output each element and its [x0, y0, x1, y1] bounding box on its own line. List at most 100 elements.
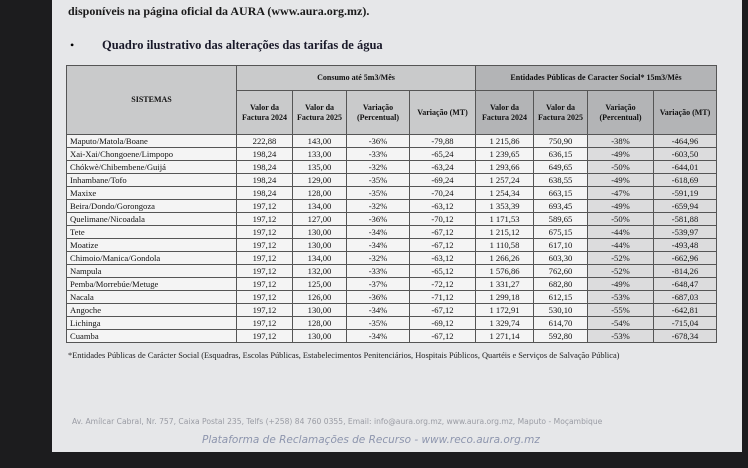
value-cell: 134,00 [292, 199, 347, 213]
value-cell: -44% [587, 238, 654, 252]
value-cell: -50% [587, 212, 654, 226]
value-cell: 222,88 [236, 134, 293, 148]
header-row: SISTEMAS Consumo até 5m3/Mês Entidades Púb… [66, 64, 717, 135]
data-row: Moatize 197,12 130,00 -34% -67,12 1 110,58 617… [66, 238, 717, 252]
value-cell: 1 172,91 [475, 303, 534, 317]
value-cell: -493,48 [653, 238, 717, 252]
value-cell: 135,00 [292, 160, 347, 174]
system-cell: Quelimane/Nicoadala [66, 212, 237, 226]
system-cell: Pemba/Morrebúe/Metuge [66, 277, 237, 291]
header-cell: SISTEMAS [66, 65, 237, 135]
data-row: Inhambane/Tofo 198,24 129,00 -35% -69,24 1 25… [66, 173, 717, 187]
value-cell: -63,24 [409, 160, 476, 174]
value-cell: 1 239,65 [475, 147, 534, 161]
value-cell: 197,12 [236, 290, 293, 304]
value-cell: 750,90 [533, 134, 588, 148]
data-row: Nacala 197,12 126,00 -36% -71,12 1 299,18 612,… [66, 290, 717, 304]
value-cell: -34% [346, 238, 410, 252]
value-cell: 198,24 [236, 147, 293, 161]
value-cell: -53% [587, 290, 654, 304]
value-cell: -618,69 [653, 173, 717, 187]
value-cell: -63,12 [409, 199, 476, 213]
system-cell: Angoche [66, 303, 237, 317]
value-cell: 198,24 [236, 160, 293, 174]
column-header: Variação (MT) [409, 90, 476, 135]
value-cell: 125,00 [292, 277, 347, 291]
value-cell: 693,45 [533, 199, 588, 213]
system-cell: Chimoio/Manica/Gondola [66, 251, 237, 265]
column-header: Variação (Percentual) [587, 90, 654, 135]
value-cell: -50% [587, 160, 654, 174]
value-cell: -67,12 [409, 225, 476, 239]
value-cell: 1 293,66 [475, 160, 534, 174]
column-header: Valor da Factura 2024 [236, 90, 293, 135]
data-row: Maputo/Matola/Boane 222,88 143,00 -36% -79,8… [66, 134, 717, 148]
value-cell: -581,88 [653, 212, 717, 226]
value-cell: 143,00 [292, 134, 347, 148]
value-cell: 132,00 [292, 264, 347, 278]
value-cell: -70,24 [409, 186, 476, 200]
value-cell: 1 329,74 [475, 316, 534, 330]
value-cell: 1 110,58 [475, 238, 534, 252]
system-cell: Maxixe [66, 186, 237, 200]
data-row: Nampula 197,12 132,00 -33% -65,12 1 576,86 762… [66, 264, 717, 278]
value-cell: 1 576,86 [475, 264, 534, 278]
value-cell: 1 257,24 [475, 173, 534, 187]
value-cell: -591,19 [653, 186, 717, 200]
value-cell: -79,88 [409, 134, 476, 148]
data-row: Chókwè/Chibembene/Guijá 198,24 135,00 -32% -… [66, 160, 717, 174]
footer-platform: Plataforma de Reclamações de Recurso - w… [202, 434, 540, 446]
value-cell: 133,00 [292, 147, 347, 161]
system-cell: Xai-Xai/Chongoene/Limpopo [66, 147, 237, 161]
system-cell: Maputo/Matola/Boane [66, 134, 237, 148]
system-cell: Cuamba [66, 329, 237, 343]
value-cell: -36% [346, 212, 410, 226]
value-cell: 197,12 [236, 277, 293, 291]
value-cell: -72,12 [409, 277, 476, 291]
value-cell: 592,80 [533, 329, 588, 343]
value-cell: -35% [346, 316, 410, 330]
header-row: Valor da Factura 2024 Valor da Factura 20… [67, 90, 717, 135]
value-cell: 197,12 [236, 264, 293, 278]
value-cell: -539,97 [653, 225, 717, 239]
data-row: Beira/Dondo/Gorongoza 197,12 134,00 -32% -63… [66, 199, 717, 213]
value-cell: -678,34 [653, 329, 717, 343]
value-cell: -47% [587, 186, 654, 200]
value-cell: -67,12 [409, 238, 476, 252]
value-cell: -49% [587, 199, 654, 213]
value-cell: -55% [587, 303, 654, 317]
value-cell: 197,12 [236, 199, 293, 213]
value-cell: 197,12 [236, 303, 293, 317]
group-header: Entidades Públicas de Caracter Social* 1… [475, 64, 717, 92]
column-header: Valor da Factura 2024 [475, 90, 534, 135]
value-cell: 134,00 [292, 251, 347, 265]
value-cell: -54% [587, 316, 654, 330]
value-cell: -63,12 [409, 251, 476, 265]
data-row: Cuamba 197,12 130,00 -34% -67,12 1 271,14 592,… [66, 329, 717, 343]
value-cell: -38% [587, 134, 654, 148]
data-row: Lichinga 197,12 128,00 -35% -69,12 1 329,74 61… [66, 316, 717, 330]
value-cell: -34% [346, 303, 410, 317]
value-cell: 603,30 [533, 251, 588, 265]
value-cell: 197,12 [236, 225, 293, 239]
value-cell: -36% [346, 134, 410, 148]
value-cell: -35% [346, 173, 410, 187]
value-cell: 663,15 [533, 186, 588, 200]
system-cell: Chókwè/Chibembene/Guijá [66, 160, 237, 174]
value-cell: -69,24 [409, 173, 476, 187]
value-cell: 130,00 [292, 238, 347, 252]
value-cell: 762,60 [533, 264, 588, 278]
value-cell: 530,10 [533, 303, 588, 317]
value-cell: 129,00 [292, 173, 347, 187]
value-cell: -52% [587, 251, 654, 265]
data-row: Quelimane/Nicoadala 197,12 127,00 -36% -70,1… [66, 212, 717, 226]
value-cell: 126,00 [292, 290, 347, 304]
value-cell: 617,10 [533, 238, 588, 252]
group-header: Consumo até 5m3/Mês [236, 64, 476, 92]
value-cell: 130,00 [292, 303, 347, 317]
value-cell: 1 215,86 [475, 134, 534, 148]
value-cell: -32% [346, 251, 410, 265]
data-row: Xai-Xai/Chongoene/Limpopo 198,24 133,00 -33… [66, 147, 717, 161]
value-cell: -65,24 [409, 147, 476, 161]
value-cell: -33% [346, 147, 410, 161]
